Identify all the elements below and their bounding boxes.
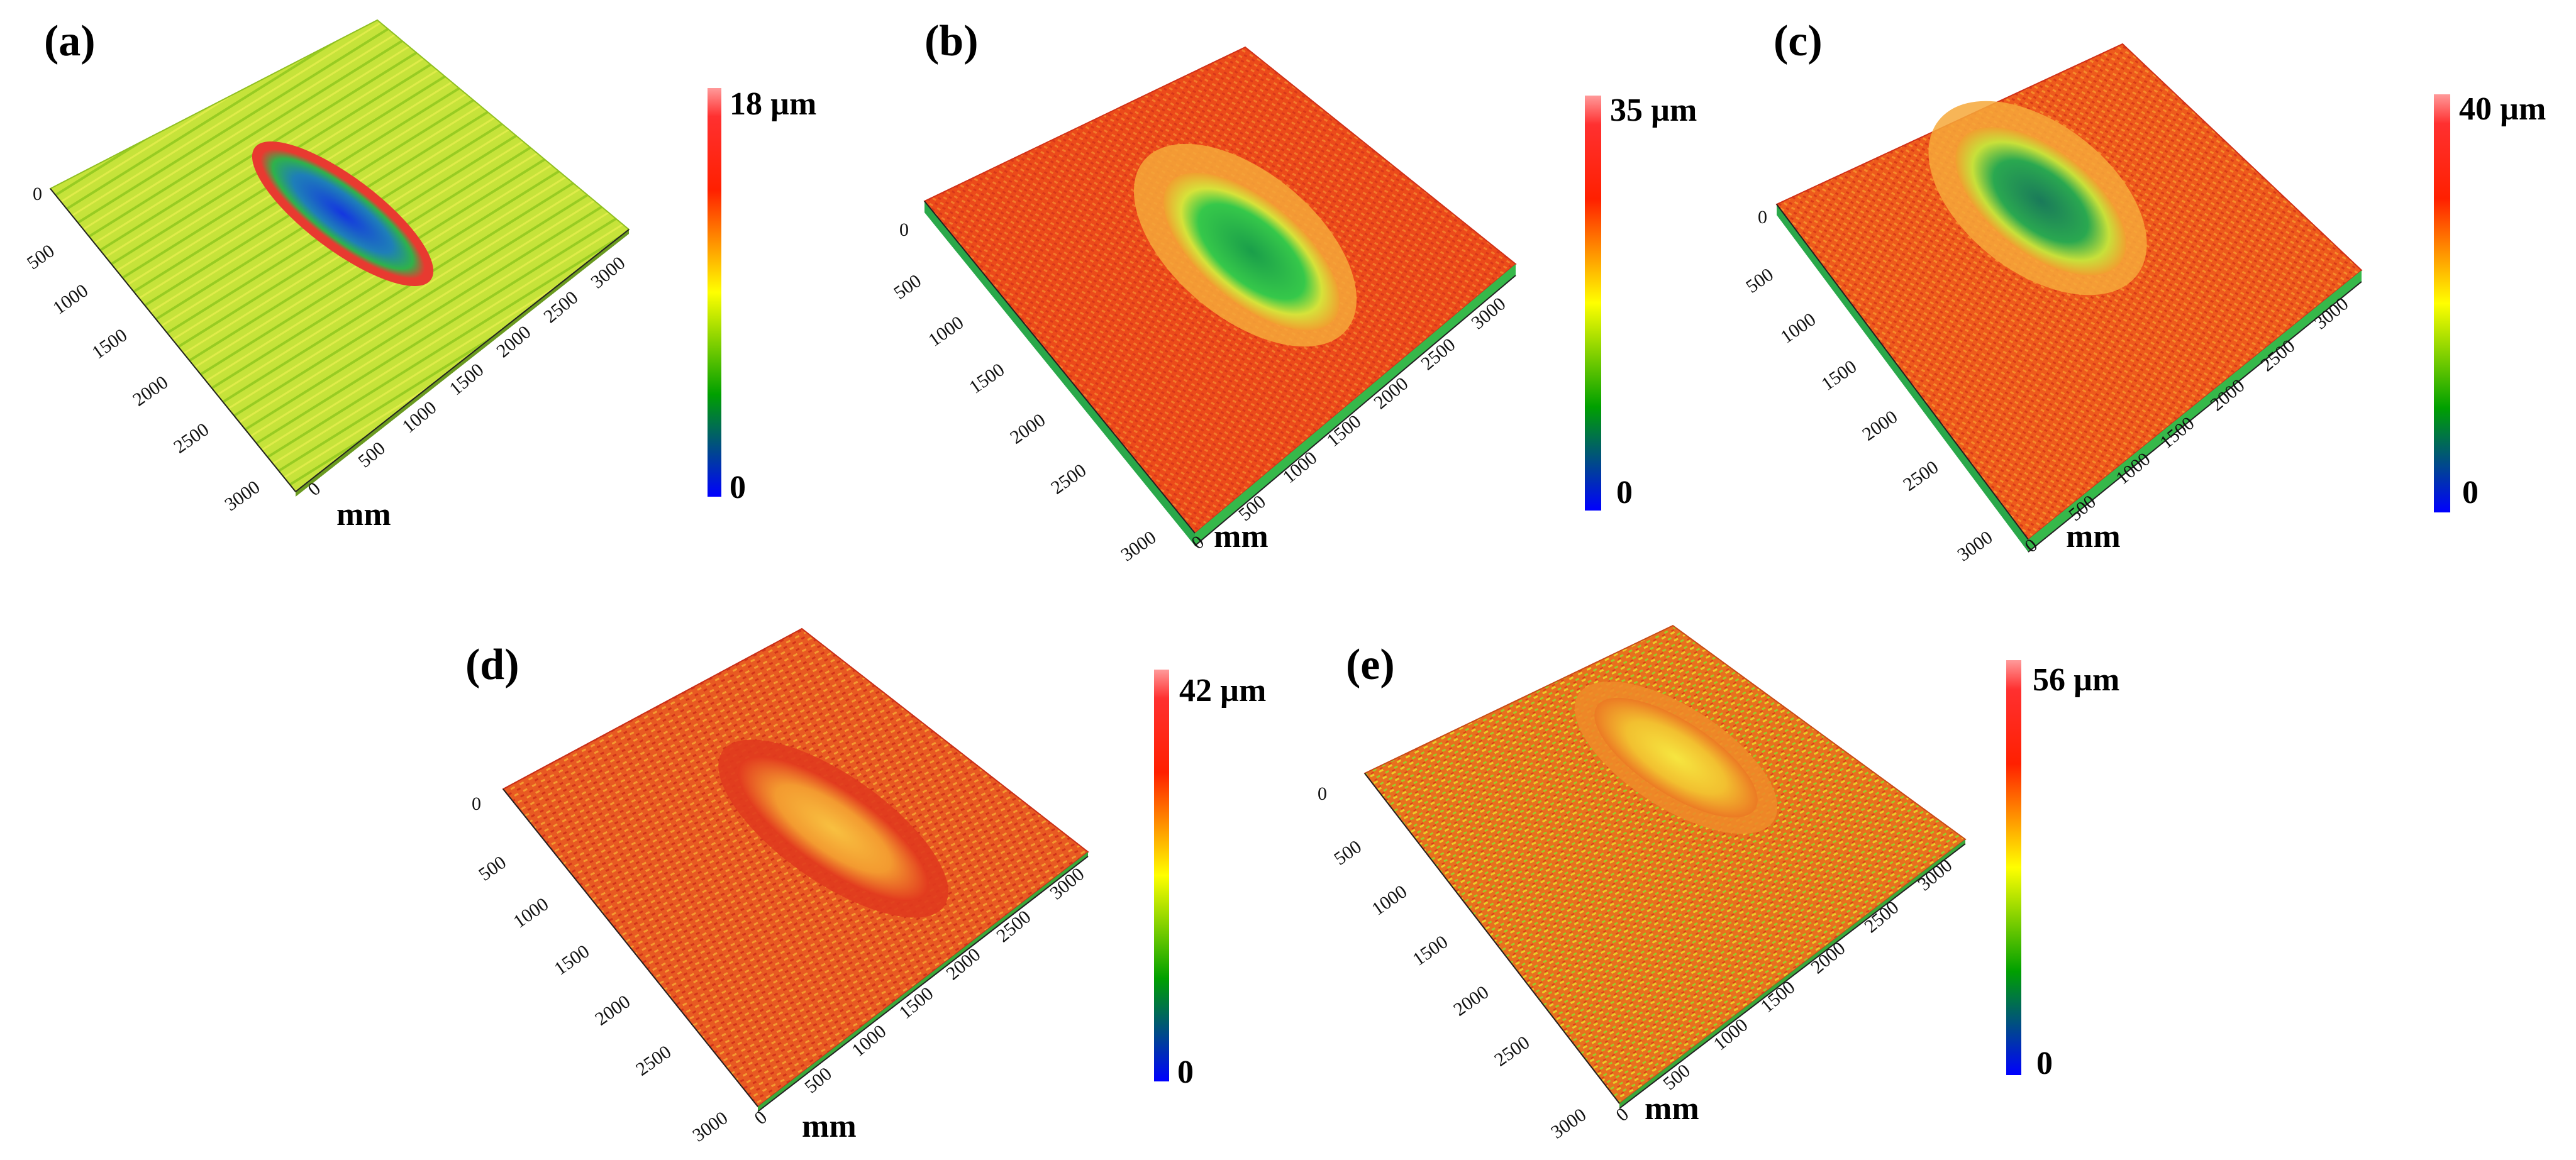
panel-c-colorbar-max: 40 µm [2459,91,2546,127]
panel-c-colorbar-min: 0 [2462,475,2479,511]
panel-c: (c) 0 500 1000 1500 2000 2500 3000 0 500… [1742,17,2546,565]
y-tick: 2500 [632,1041,675,1080]
y-tick: 0 [33,184,42,204]
y-tick: 1000 [924,312,967,350]
y-tick: 1500 [1409,931,1452,969]
y-tick: 2500 [1491,1032,1533,1070]
y-tick: 0 [1758,207,1767,228]
panel-a-unit: mm [336,497,391,533]
y-tick: 2500 [1899,456,1942,495]
panel-e-unit: mm [1645,1091,1699,1127]
panel-b-colorbar-min: 0 [1616,475,1633,511]
panel-b-colorbar [1585,96,1601,511]
panel-c-label: (c) [1774,17,1823,65]
panel-c-colorbar [2434,94,2450,512]
y-tick: 500 [23,240,58,273]
y-tick: 2500 [170,419,213,457]
panel-b-colorbar-max: 35 µm [1610,92,1697,128]
panel-d-unit: mm [802,1108,857,1144]
panel-e-colorbar-max: 56 µm [2033,662,2119,698]
panel-c-crater [1955,127,2126,275]
panel-b-unit: mm [1214,519,1269,555]
panel-a-colorbar-max: 18 µm [730,86,816,122]
panel-d-colorbar-max: 42 µm [1179,673,1266,709]
y-tick: 1000 [49,280,92,318]
panel-a-side [296,229,629,497]
panel-d-surface [502,627,1089,1108]
panel-a-colorbar [708,88,721,497]
panel-d-label: (d) [465,641,519,689]
panel-b-side-right [1195,264,1516,546]
panel-e-crater [1594,697,1758,818]
y-tick: 1500 [1818,356,1860,394]
panel-d: (d) 0 500 1000 1500 2000 2500 3000 0 500… [465,627,1266,1146]
panel-d-colorbar [1154,670,1169,1081]
y-tick: 3000 [689,1107,731,1146]
x-tick: 0 [750,1107,771,1129]
panel-b-label: (b) [924,17,979,65]
y-tick: 0 [1318,783,1327,804]
panel-a: (a) 0 500 1000 1500 2000 2500 3000 0 500… [23,17,816,533]
y-tick: 0 [899,219,909,240]
panel-e-colorbar-min: 0 [2036,1046,2053,1081]
y-tick: 500 [1742,264,1777,297]
y-tick: 3000 [1953,527,1996,565]
panel-c-side-left [1777,204,2028,552]
y-tick: 1500 [965,359,1008,397]
y-tick: 1000 [1777,309,1819,347]
y-tick: 3000 [1117,527,1160,565]
y-tick: 1500 [88,324,131,363]
y-tick: 3000 [221,477,264,515]
y-tick: 500 [475,852,510,885]
panel-d-crater [738,756,929,902]
panel-d-side [758,852,1088,1112]
y-tick: 1000 [1368,881,1411,919]
panel-c-side-right [2028,270,2362,552]
y-tick: 500 [1330,836,1365,870]
panel-e-side [1619,839,1965,1108]
panel-a-colorbar-min: 0 [730,470,746,505]
y-tick: 1500 [550,941,593,979]
panel-c-unit: mm [2066,519,2121,555]
y-tick: 0 [472,793,481,814]
y-tick: 2000 [591,991,634,1029]
panel-b-side-left [924,201,1195,546]
panel-b-crater [1163,172,1340,331]
y-tick: 2000 [1858,406,1901,445]
y-tick: 2000 [1006,409,1049,448]
panel-e: (e) 0 500 1000 1500 2000 2500 3000 0 500… [1318,624,2119,1143]
y-tick: 2000 [129,372,172,410]
panel-b: (b) 0 500 1000 1500 2000 2500 3000 0 500… [890,17,1697,565]
panel-a-label: (a) [44,17,96,65]
panel-d-colorbar-min: 0 [1177,1054,1194,1090]
y-tick: 1000 [509,893,552,932]
y-tick: 3000 [1547,1104,1590,1142]
y-tick: 2000 [1450,981,1492,1020]
y-tick: 500 [890,270,925,304]
panel-e-label: (e) [1346,641,1395,689]
panel-a-crater [260,148,425,279]
y-tick: 2500 [1047,460,1090,498]
panel-e-colorbar [2006,660,2021,1075]
